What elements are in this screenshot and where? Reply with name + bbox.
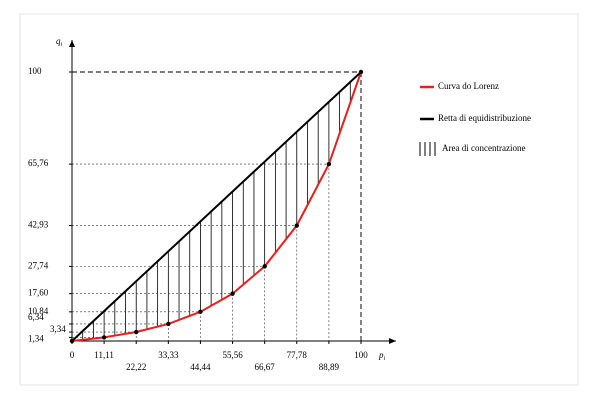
x-axis-label-sub: i: [384, 356, 386, 362]
point: [101, 335, 107, 340]
point: [134, 329, 139, 335]
x-tick-label: 22,22: [126, 362, 146, 372]
x-axis-label-base: p: [378, 350, 384, 360]
y-axis-label-sub: i: [61, 42, 63, 48]
frame: [19, 13, 579, 386]
point: [198, 309, 203, 315]
point: [230, 291, 235, 296]
x-tick-label: 0: [70, 350, 75, 360]
y-tick-label: 100: [28, 66, 42, 76]
y-axis-label: qi: [56, 36, 63, 48]
x-tick-label: 33,33: [158, 350, 179, 360]
point: [166, 321, 171, 327]
x-tick-label: 44,44: [190, 362, 211, 372]
x-tick-label: 88,89: [319, 362, 340, 372]
point: [69, 338, 75, 344]
x-tick-label: 11,11: [94, 350, 114, 360]
y-arrow: [69, 40, 75, 47]
point: [294, 223, 299, 228]
legend-label: Retta di equidistribuzione: [438, 113, 531, 123]
x-axis-label: pi: [378, 350, 386, 362]
series-line: [71, 71, 362, 342]
legend-label: Area di concentrazione: [442, 143, 525, 153]
x-arrow: [389, 338, 396, 344]
point: [262, 264, 267, 269]
y-tick-label: 17,60: [28, 288, 49, 298]
y-tick-label: 65,76: [28, 158, 49, 168]
series-line: [71, 71, 362, 342]
y-tick-label: 1,34: [28, 333, 44, 343]
x-tick-label: 100: [354, 350, 368, 360]
y-tick-label: 10,84: [28, 306, 49, 316]
y-tick-label: 3,34: [50, 324, 66, 334]
legend-label: Curva do Lorenz: [438, 81, 499, 91]
x-tick-label: 77,78: [287, 350, 308, 360]
x-tick-label: 66,67: [255, 362, 276, 372]
y-tick-label: 6,34: [28, 312, 44, 322]
x-tick-label: 55,56: [222, 350, 243, 360]
point: [358, 69, 364, 75]
y-axis-label-base: q: [56, 36, 61, 46]
point: [326, 161, 332, 167]
y-tick-label: 42,93: [28, 220, 49, 230]
y-tick-label: 27,74: [28, 260, 49, 270]
